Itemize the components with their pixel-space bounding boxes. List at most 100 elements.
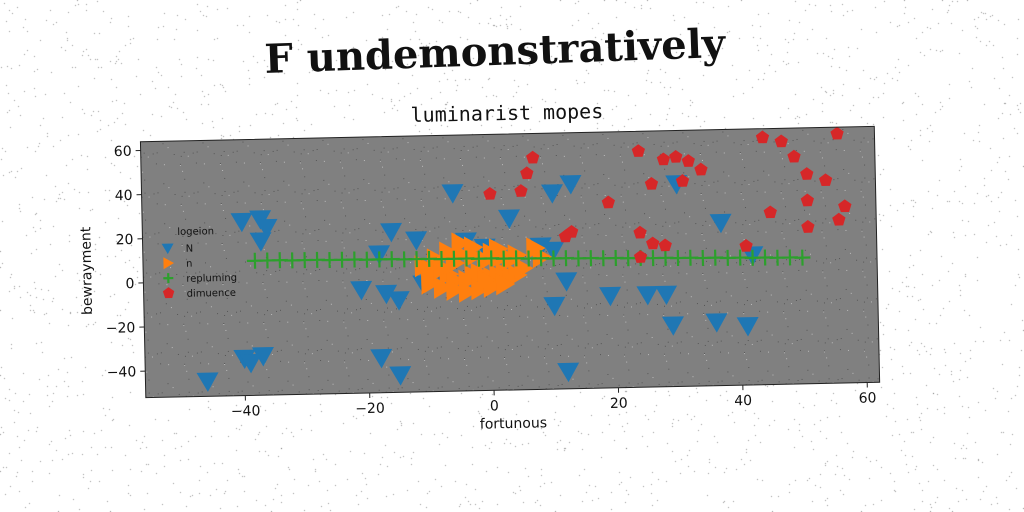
y-tick-label: 60 bbox=[114, 144, 132, 160]
data-point bbox=[451, 232, 471, 255]
x-tick-label: 40 bbox=[734, 393, 752, 409]
data-point bbox=[463, 236, 484, 259]
data-point bbox=[800, 167, 814, 180]
data-point bbox=[483, 187, 497, 200]
data-point bbox=[559, 174, 582, 195]
data-point bbox=[405, 231, 428, 251]
data-point bbox=[601, 195, 615, 209]
data-point bbox=[675, 174, 690, 187]
data-point bbox=[763, 205, 777, 219]
legend-title: logeion bbox=[177, 226, 214, 238]
data-point bbox=[441, 184, 464, 204]
data-point bbox=[636, 285, 659, 306]
data-point bbox=[350, 280, 373, 301]
series-repluming bbox=[246, 249, 811, 269]
data-point bbox=[658, 238, 672, 252]
data-point bbox=[800, 193, 814, 207]
data-point bbox=[239, 353, 262, 374]
series-dimuence bbox=[483, 126, 852, 263]
y-tick-label: 0 bbox=[125, 276, 134, 292]
data-point bbox=[380, 222, 403, 243]
data-point bbox=[633, 250, 648, 263]
plot-frame bbox=[139, 125, 881, 399]
data-point bbox=[540, 184, 563, 204]
data-point bbox=[249, 232, 272, 252]
legend-label: repluming bbox=[186, 273, 237, 285]
data-point bbox=[414, 255, 435, 278]
legend-label: n bbox=[186, 259, 193, 270]
data-point bbox=[736, 316, 759, 337]
data-point bbox=[514, 257, 534, 280]
x-tick-label: −40 bbox=[231, 403, 261, 420]
data-point bbox=[681, 154, 695, 167]
data-point bbox=[705, 313, 728, 333]
x-tick-label: 60 bbox=[858, 390, 876, 406]
data-point bbox=[832, 212, 846, 226]
data-point bbox=[230, 212, 253, 233]
legend-label: dimuence bbox=[187, 288, 237, 300]
legend-marker bbox=[161, 243, 174, 255]
data-point bbox=[477, 269, 497, 292]
y-tick-label: 20 bbox=[116, 232, 134, 248]
data-point bbox=[646, 236, 660, 250]
data-point bbox=[656, 152, 671, 166]
data-point bbox=[446, 278, 466, 301]
data-point bbox=[739, 239, 753, 252]
data-point bbox=[375, 284, 398, 305]
data-point bbox=[387, 291, 410, 311]
data-point bbox=[389, 366, 412, 386]
x-tick-label: 0 bbox=[490, 398, 499, 414]
data-point bbox=[633, 225, 647, 239]
data-point bbox=[655, 285, 678, 306]
data-point bbox=[669, 150, 683, 163]
data-point bbox=[543, 296, 566, 317]
legend-marker bbox=[163, 273, 174, 284]
data-point bbox=[421, 272, 441, 295]
legend-label: N bbox=[186, 244, 194, 255]
x-tick-label: −20 bbox=[355, 401, 385, 418]
data-point bbox=[774, 134, 788, 148]
y-tick-label: −40 bbox=[107, 364, 137, 381]
data-point bbox=[370, 348, 393, 369]
data-point bbox=[694, 162, 708, 176]
data-point bbox=[555, 272, 578, 292]
data-marks bbox=[196, 126, 852, 392]
data-point bbox=[251, 346, 274, 367]
y-tick-label: −20 bbox=[106, 320, 136, 337]
data-point bbox=[644, 177, 659, 190]
data-point bbox=[709, 213, 732, 234]
data-point bbox=[557, 362, 580, 383]
data-point bbox=[488, 238, 509, 261]
data-point bbox=[507, 244, 528, 267]
data-point bbox=[514, 184, 528, 197]
data-point bbox=[755, 130, 770, 144]
data-point bbox=[255, 218, 278, 239]
data-point bbox=[830, 126, 844, 140]
data-point bbox=[787, 149, 801, 163]
legend-marker bbox=[162, 287, 175, 299]
data-point bbox=[818, 173, 833, 187]
y-axis-label: bewrayment bbox=[78, 226, 96, 315]
y-axis: −40 −20 0 20 40 60 bbox=[106, 144, 146, 381]
chart-group: −40 −20 0 20 40 60 −40 −20 0 20 40 60 luminarist m… bbox=[78, 99, 881, 433]
data-point bbox=[532, 246, 553, 269]
data-point bbox=[838, 199, 852, 213]
x-axis: −40 −20 0 20 40 60 bbox=[231, 382, 877, 420]
data-point bbox=[458, 280, 479, 303]
legend: logeion Nn repluming dimuence bbox=[161, 226, 237, 300]
y-tick-label: 40 bbox=[115, 188, 133, 204]
x-tick-label: 20 bbox=[610, 396, 628, 412]
data-point bbox=[558, 229, 573, 243]
data-point bbox=[520, 166, 534, 180]
data-point bbox=[801, 220, 815, 233]
data-point bbox=[661, 316, 684, 336]
legend-marker bbox=[163, 257, 174, 270]
data-point bbox=[433, 276, 454, 299]
data-point bbox=[196, 372, 219, 392]
data-point bbox=[526, 150, 540, 164]
data-point bbox=[497, 209, 520, 229]
data-point bbox=[599, 286, 622, 307]
data-point bbox=[794, 249, 811, 266]
data-point bbox=[631, 144, 646, 157]
